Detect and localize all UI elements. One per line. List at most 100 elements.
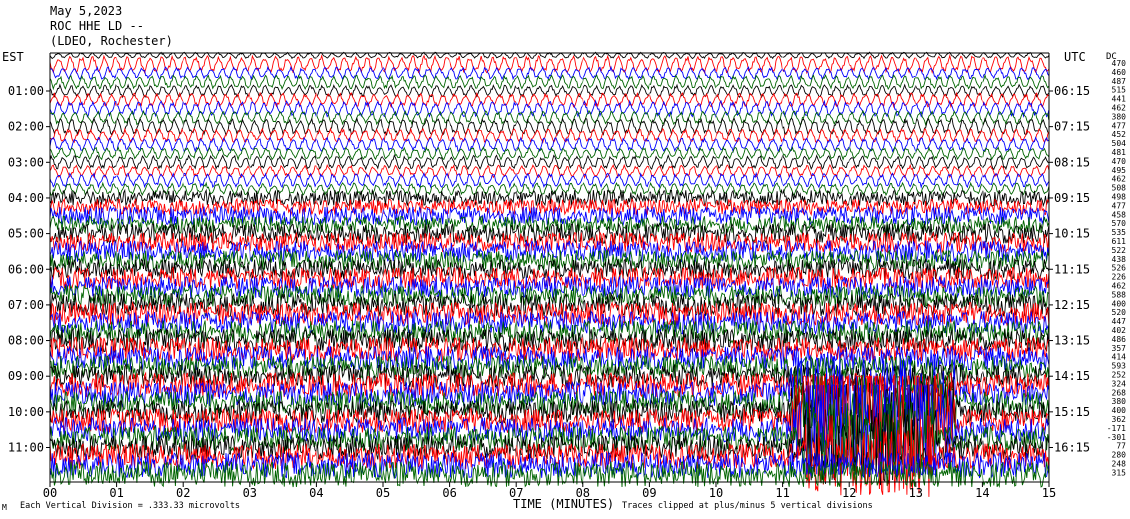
y-tick-label-utc: 15:15 (1054, 405, 1090, 419)
seismic-trace (49, 83, 1050, 99)
dc-offset-value: 588 (1112, 290, 1127, 299)
x-tick-label: 03 (243, 486, 257, 500)
dc-offset-value: 438 (1112, 255, 1127, 264)
scale-note: Each Vertical Division = .333.33 microvo… (20, 501, 240, 511)
dc-offset-value: 498 (1112, 193, 1127, 202)
dc-offset-value: 470 (1112, 59, 1127, 68)
seismic-trace (49, 365, 1050, 442)
seismic-trace (49, 283, 1050, 308)
header-date: May 5,2023 (50, 4, 122, 18)
seismic-trace (49, 336, 1050, 364)
seismic-trace (49, 248, 1050, 272)
dc-offset-value: 414 (1112, 353, 1127, 362)
axes-layer: 00 01 02 03 04 05 06 07 08 09 10 11 12 13 14 15 01:00 02:… (8, 52, 1127, 500)
y-tick-label-est: 09:00 (8, 369, 44, 383)
seismic-trace (49, 154, 1050, 171)
y-tick-label-utc: 14:15 (1054, 369, 1090, 383)
y-tick-label-est: 01:00 (8, 84, 44, 98)
dc-offset-value: 380 (1112, 397, 1127, 406)
y-tick-label-est: 02:00 (8, 120, 44, 134)
dc-offset-value: 611 (1112, 237, 1127, 246)
seismic-trace (49, 230, 1050, 254)
dc-offset-value: 447 (1112, 317, 1127, 326)
dc-offset-value: 495 (1112, 166, 1127, 175)
dc-offset-value: 520 (1112, 308, 1127, 317)
dc-offset-value: 315 (1112, 468, 1127, 477)
seismic-trace (49, 205, 1050, 227)
y-tick-label-utc: 09:15 (1054, 191, 1090, 205)
dc-offset-value: 486 (1112, 335, 1127, 344)
y-tick-label-est: 08:00 (8, 334, 44, 348)
dc-offset-value: 470 (1112, 157, 1127, 166)
dc-offset-value: 280 (1112, 451, 1127, 460)
dc-offset-value: 515 (1112, 86, 1127, 95)
y-tick-label-utc: 11:15 (1054, 262, 1090, 276)
dc-offset-value: 357 (1112, 344, 1127, 353)
dc-offset-value: 593 (1112, 362, 1127, 371)
x-tick-label: 00 (43, 486, 57, 500)
y-tick-label-utc: 08:15 (1054, 155, 1090, 169)
dc-offset-value: 535 (1112, 228, 1127, 237)
dc-offset-value: 508 (1112, 184, 1127, 193)
seismic-trace (49, 301, 1050, 327)
seismic-trace (49, 376, 1050, 448)
seismic-trace (49, 257, 1050, 281)
y-tick-label-est: 07:00 (8, 298, 44, 312)
seismic-trace (49, 197, 1050, 217)
dc-offset-value: 402 (1112, 326, 1127, 335)
seismic-trace (49, 145, 1050, 162)
dc-offset-value: 526 (1112, 264, 1127, 273)
footer-marker: M (2, 503, 7, 512)
y-tick-label-utc: 16:15 (1054, 441, 1090, 455)
dc-offset-value: 400 (1112, 406, 1127, 415)
x-tick-label: 14 (975, 486, 989, 500)
seismic-trace (49, 240, 1050, 264)
seismic-trace (49, 266, 1050, 291)
x-tick-label: 15 (1042, 486, 1056, 500)
dc-offset-value: 248 (1112, 460, 1127, 469)
x-tick-label: 13 (909, 486, 923, 500)
clip-note: Traces clipped at plus/minus 5 vertical … (622, 501, 873, 511)
x-tick-label: 07 (509, 486, 523, 500)
dc-offset-value: 268 (1112, 388, 1127, 397)
dc-offset-value: 452 (1112, 130, 1127, 139)
label-layer: May 5,2023 ROC HHE LD -- (LDEO, Rocheste… (2, 4, 1117, 512)
dc-offset-value: 324 (1112, 379, 1127, 388)
x-tick-label: 02 (176, 486, 190, 500)
header-network: (LDEO, Rochester) (50, 34, 173, 48)
dc-offset-value: 441 (1112, 95, 1127, 104)
dc-offset-value: 400 (1112, 299, 1127, 308)
seismic-trace (49, 371, 1050, 399)
y-tick-label-est: 03:00 (8, 155, 44, 169)
y-tick-label-est: 11:00 (8, 441, 44, 455)
right-axis-label: UTC (1064, 50, 1086, 64)
y-tick-label-utc: 13:15 (1054, 334, 1090, 348)
dc-offset-value: 77 (1116, 442, 1126, 451)
dc-offset-value: 362 (1112, 415, 1127, 424)
y-tick-label-est: 04:00 (8, 191, 44, 205)
dc-offset-value: 252 (1112, 371, 1127, 380)
dc-offset-value: 380 (1112, 112, 1127, 121)
seismic-trace (49, 215, 1050, 235)
x-tick-label: 09 (642, 486, 656, 500)
seismic-trace (49, 451, 1050, 480)
x-tick-label: 08 (576, 486, 590, 500)
y-tick-label-utc: 06:15 (1054, 84, 1090, 98)
seismic-trace (49, 73, 1050, 91)
dc-offset-value: 462 (1112, 104, 1127, 113)
x-tick-label: 05 (376, 486, 390, 500)
x-tick-label: 01 (109, 486, 123, 500)
dc-offset-value: 477 (1112, 201, 1127, 210)
seismic-trace (49, 91, 1050, 109)
seismic-trace (49, 275, 1050, 300)
dc-offset-value: 460 (1112, 68, 1127, 77)
seismic-trace (49, 356, 1050, 433)
seismic-trace (49, 116, 1050, 137)
dc-offset-value: -301 (1107, 433, 1126, 442)
trace-layer (49, 51, 1050, 497)
seismic-trace (49, 53, 1050, 75)
y-tick-label-est: 06:00 (8, 262, 44, 276)
dc-offset-value: 226 (1112, 273, 1127, 282)
dc-offset-value: 504 (1112, 139, 1127, 148)
